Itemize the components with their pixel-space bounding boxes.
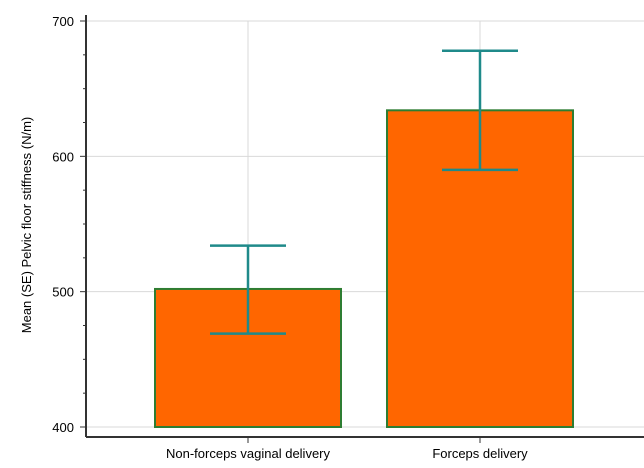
y-ticks: 400 500 600 700 xyxy=(52,14,86,435)
y-axis-label: Mean (SE) Pelvic floor stiffness (N/m) xyxy=(19,117,34,333)
y-tick-label: 700 xyxy=(52,14,74,29)
error-bar xyxy=(210,244,286,335)
y-tick-label: 400 xyxy=(52,420,74,435)
y-tick-label: 600 xyxy=(52,149,74,164)
error-bar xyxy=(442,49,518,172)
error-bars xyxy=(210,49,518,335)
bars xyxy=(154,109,574,428)
x-tick-label: Non-forceps vaginal delivery xyxy=(166,446,331,461)
x-ticks: Non-forceps vaginal delivery Forceps deli… xyxy=(166,437,528,461)
y-tick-label: 500 xyxy=(52,285,74,300)
axes xyxy=(85,15,644,438)
x-tick-label: Forceps delivery xyxy=(432,446,528,461)
